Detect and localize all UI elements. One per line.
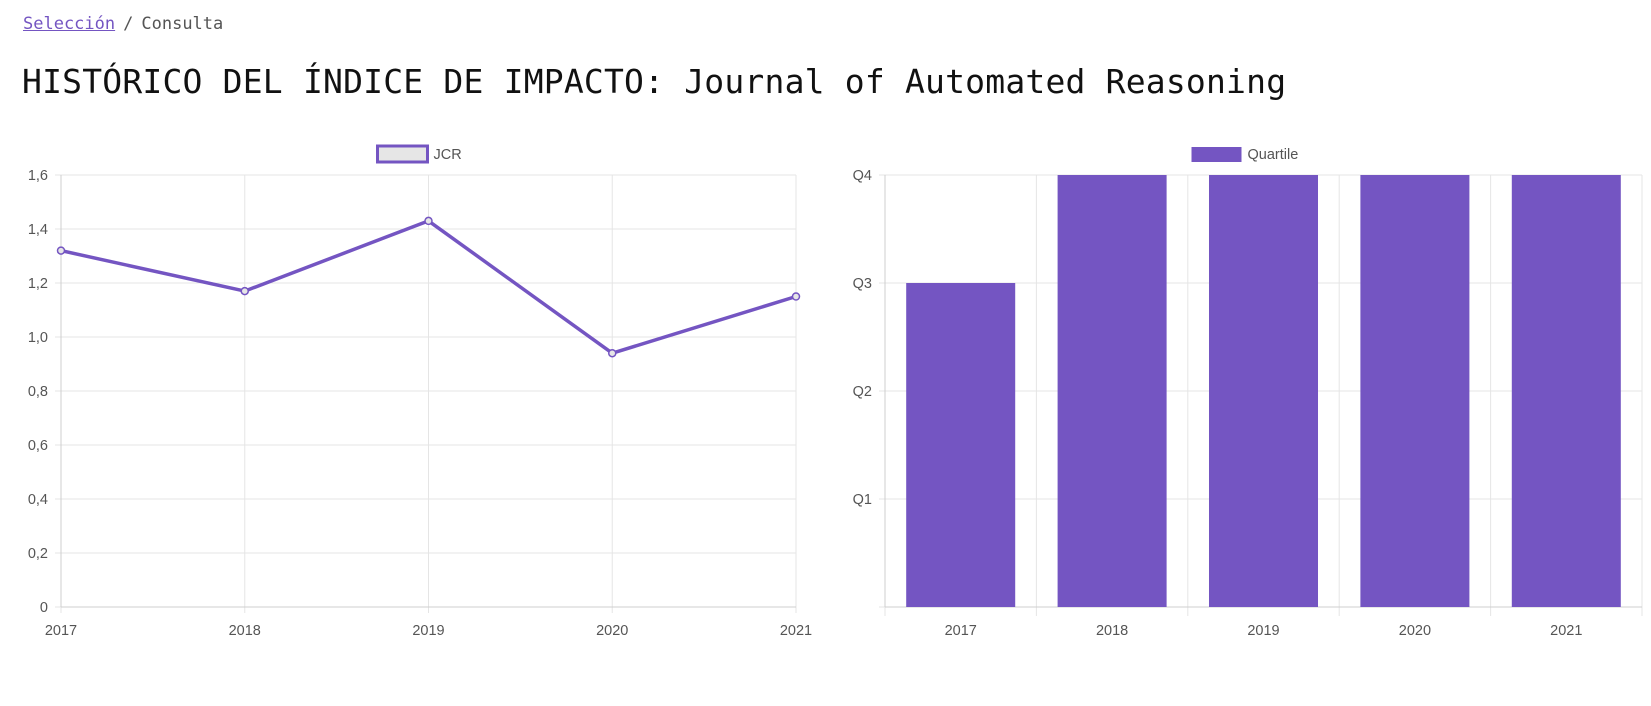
line-chart-x-tick-label: 2019 <box>412 623 444 639</box>
line-chart-y-tick-label: 0,8 <box>28 384 48 400</box>
line-chart-y-tick-label: 1,2 <box>28 276 48 292</box>
bar-chart-y-tick-label: Q3 <box>853 276 872 292</box>
line-chart-y-tick-label: 1,6 <box>28 168 48 184</box>
breadcrumb-link-seleccion[interactable]: Selección <box>23 14 116 34</box>
bar-chart-y-tick-label: Q1 <box>853 492 872 508</box>
breadcrumb-separator: / <box>123 14 134 34</box>
bar-chart-bar <box>1511 175 1621 607</box>
line-chart-point <box>56 246 66 255</box>
bar-chart-x-tick-label: 2018 <box>1096 623 1128 639</box>
bar-chart-legend-label: Quartile <box>1248 147 1299 163</box>
line-chart-x-tick-label: 2018 <box>229 623 261 639</box>
line-chart-y-tick-label: 1,0 <box>28 330 48 346</box>
bar-chart-bar <box>1057 175 1167 607</box>
bar-chart-bar <box>1208 175 1319 607</box>
line-chart-y-tick-label: 0,2 <box>28 546 48 562</box>
bar-chart-bar <box>1360 175 1470 607</box>
line-chart-legend-swatch <box>376 144 429 164</box>
line-chart-x-tick-label: 2017 <box>45 623 77 639</box>
line-chart-point <box>240 286 249 296</box>
bar-chart-y-tick-label: Q2 <box>853 384 872 400</box>
line-chart-point <box>608 348 617 358</box>
line-chart-y-tick-label: 0,6 <box>28 438 48 454</box>
bar-chart-x-tick-label: 2021 <box>1550 623 1582 639</box>
bar-chart-x-tick-label: 2019 <box>1247 623 1279 639</box>
bar-chart-legend-swatch <box>1191 147 1242 162</box>
page-title: HISTÓRICO DEL ÍNDICE DE IMPACTO: Journal… <box>22 62 1287 101</box>
bar-chart-x-tick-label: 2017 <box>945 623 977 639</box>
line-chart-x-tick-label: 2020 <box>596 623 628 639</box>
breadcrumb: Selección / Consulta <box>23 14 223 34</box>
line-chart-x-tick-label: 2021 <box>780 623 812 639</box>
line-chart-point <box>424 216 433 226</box>
line-chart-y-tick-label: 1,4 <box>28 222 48 238</box>
bar-chart-y-tick-label: Q4 <box>853 168 872 184</box>
bar-chart-x-tick-label: 2020 <box>1399 623 1431 639</box>
line-chart-y-tick-label: 0,4 <box>28 492 48 508</box>
line-chart-legend-label: JCR <box>434 147 462 163</box>
line-chart-point <box>791 292 801 301</box>
bar-chart-bar <box>906 283 1016 607</box>
line-chart-y-tick-label: 0 <box>40 600 48 616</box>
breadcrumb-current: Consulta <box>141 14 224 34</box>
